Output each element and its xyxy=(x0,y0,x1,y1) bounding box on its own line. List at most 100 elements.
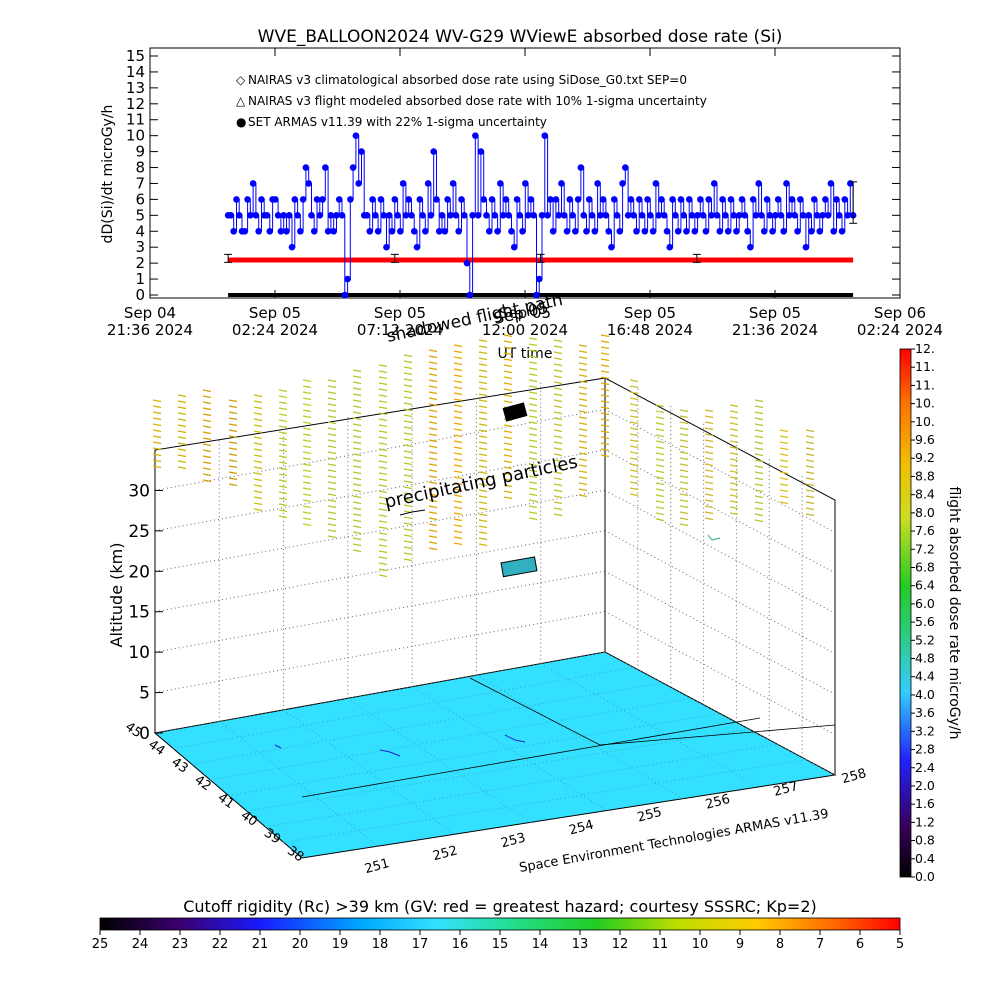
dose-dash xyxy=(302,439,312,443)
dose-dash xyxy=(428,457,438,461)
dose-dash xyxy=(679,481,689,485)
dose-dash xyxy=(302,403,312,407)
dose-dash xyxy=(302,433,312,437)
dose-dash xyxy=(478,345,488,349)
dose-dash xyxy=(553,369,563,373)
dose-dash xyxy=(202,437,212,441)
dose-dash xyxy=(453,536,463,540)
armas-point xyxy=(619,180,626,187)
dose-dash xyxy=(805,477,815,481)
dose-dash xyxy=(528,475,538,479)
cutoff-tick-label: 10 xyxy=(692,937,709,952)
dose-dash xyxy=(278,503,288,507)
dose-dash xyxy=(453,452,463,456)
dose-dash xyxy=(378,502,388,506)
wall-gridline xyxy=(154,449,606,532)
dose-dash xyxy=(754,489,764,493)
armas-point xyxy=(613,212,621,219)
dose-dash xyxy=(428,379,438,383)
dose-dash xyxy=(453,476,463,480)
dose-dash xyxy=(352,429,362,433)
dose-dash xyxy=(805,465,815,469)
armas-point xyxy=(813,212,821,219)
dose-dash xyxy=(655,482,665,486)
dose-dash xyxy=(805,507,815,511)
armas-point xyxy=(460,212,468,219)
dose-dash xyxy=(228,417,238,421)
armas-point xyxy=(833,196,840,203)
dose-dash xyxy=(805,447,815,451)
dose-dash xyxy=(704,481,714,485)
cutoff-tick-label: 5 xyxy=(896,937,904,952)
wall-gridline xyxy=(154,530,606,613)
dose-dash xyxy=(378,430,388,434)
armas-point xyxy=(241,227,249,235)
x-tick-label-date: Sep 05 xyxy=(249,304,301,322)
flight-marker-right xyxy=(707,534,721,541)
armas-point xyxy=(669,196,676,203)
floor-marker xyxy=(274,744,282,749)
dose-dash xyxy=(478,519,488,523)
dose-dash xyxy=(503,478,513,482)
armas-point xyxy=(388,227,396,235)
armas-point xyxy=(374,227,382,235)
cutoff-tick-label: 12 xyxy=(612,937,629,952)
dose-dash xyxy=(528,349,538,353)
dose-dash xyxy=(553,435,563,439)
dose-dash xyxy=(228,435,238,439)
dose-dash xyxy=(302,499,312,503)
dose-dash xyxy=(302,415,312,419)
dose-dash xyxy=(152,465,162,469)
armas-point xyxy=(299,196,307,203)
floor-grid xyxy=(173,663,836,847)
dose-dash xyxy=(704,421,714,425)
dose-dash xyxy=(278,461,288,465)
dose-dash xyxy=(805,459,815,463)
dose-dash xyxy=(403,528,413,532)
dose-dash xyxy=(655,470,665,474)
dose-dash xyxy=(327,451,337,455)
ground-track xyxy=(469,677,836,746)
axis-walls xyxy=(154,377,836,776)
dose-dash xyxy=(600,382,610,386)
dose-dash xyxy=(152,411,162,415)
dose-dash xyxy=(352,369,362,373)
dose-dash xyxy=(428,445,438,449)
dose-dash xyxy=(528,517,538,521)
dose-dash xyxy=(528,409,538,413)
dose-dash xyxy=(403,360,413,364)
dose-dash xyxy=(704,427,714,431)
dose-dash xyxy=(679,451,689,455)
dose-dash xyxy=(378,574,388,578)
dose-dash xyxy=(478,465,488,469)
colorbar-tick-label: 8.0 xyxy=(915,505,935,520)
dose-dash xyxy=(403,558,413,562)
armas-point xyxy=(358,148,365,155)
wall-gridline xyxy=(154,489,606,572)
armas-point xyxy=(835,212,843,219)
dose-dash xyxy=(378,496,388,500)
armas-point xyxy=(724,227,732,235)
armas-point xyxy=(547,196,554,203)
dose-dash xyxy=(378,394,388,398)
dose-dash xyxy=(428,397,438,401)
armas-point xyxy=(566,196,574,203)
dose-dash xyxy=(655,512,665,516)
dose-dash xyxy=(278,491,288,495)
dose-dash xyxy=(453,386,463,390)
dose-dash xyxy=(478,375,488,379)
armas-point xyxy=(535,275,543,283)
armas-point xyxy=(441,227,449,235)
dose-dash xyxy=(378,514,388,518)
dose-dash xyxy=(704,511,714,515)
dose-dash xyxy=(478,357,488,361)
dose-dash xyxy=(578,350,588,354)
dose-dash xyxy=(453,464,463,468)
dose-dash xyxy=(352,381,362,385)
dose-dash xyxy=(352,501,362,505)
dose-dash xyxy=(578,404,588,408)
dose-dash xyxy=(578,398,588,402)
dose-dash xyxy=(578,368,588,372)
dose-dash xyxy=(553,357,563,361)
dose-dash xyxy=(302,475,312,479)
